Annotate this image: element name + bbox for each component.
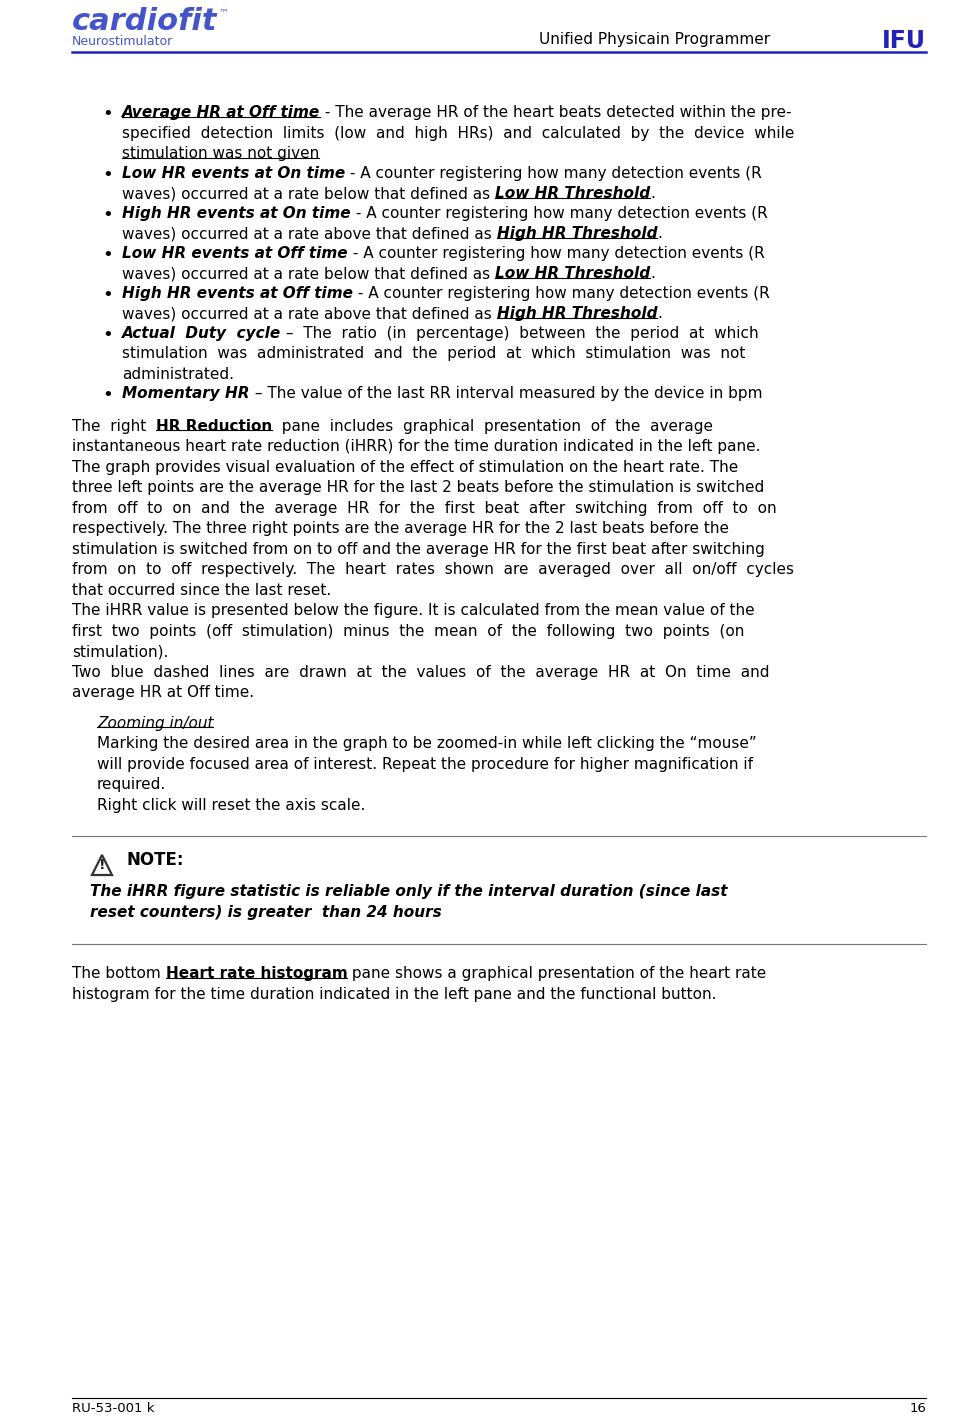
Text: .: .: [651, 186, 655, 201]
Text: that occurred since the last reset.: that occurred since the last reset.: [72, 583, 331, 597]
Text: High HR events at Off time: High HR events at Off time: [122, 286, 353, 300]
Text: stimulation was not given: stimulation was not given: [122, 146, 319, 161]
Text: from  off  to  on  and  the  average  HR  for  the  first  beat  after  switchin: from off to on and the average HR for th…: [72, 500, 777, 516]
Text: waves) occurred at a rate below that defined as: waves) occurred at a rate below that def…: [122, 186, 495, 201]
Text: ™: ™: [218, 7, 228, 17]
Text: Low HR events at On time: Low HR events at On time: [122, 166, 346, 180]
Text: specified  detection  limits  (low  and  high  HRs)  and  calculated  by  the  d: specified detection limits (low and high…: [122, 126, 794, 140]
Text: High HR events at On time: High HR events at On time: [122, 206, 351, 220]
Text: - The average HR of the heart beats detected within the pre-: - The average HR of the heart beats dete…: [320, 106, 791, 120]
Text: Actual  Duty  cycle: Actual Duty cycle: [122, 326, 282, 340]
Text: The iHRR value is presented below the figure. It is calculated from the mean val: The iHRR value is presented below the fi…: [72, 603, 754, 618]
Text: •: •: [102, 386, 113, 404]
Text: •: •: [102, 166, 113, 184]
Text: stimulation is switched from on to off and the average HR for the first beat aft: stimulation is switched from on to off a…: [72, 541, 765, 557]
Text: IFU: IFU: [882, 29, 926, 53]
Text: - A counter registering how many detection events (R: - A counter registering how many detecti…: [348, 246, 764, 260]
Text: – The value of the last RR interval measured by the device in bpm: – The value of the last RR interval meas…: [250, 386, 762, 401]
Text: required.: required.: [97, 777, 166, 793]
Text: •: •: [102, 326, 113, 344]
Text: The  right: The right: [72, 418, 156, 434]
Text: histogram for the time duration indicated in the left pane and the functional bu: histogram for the time duration indicate…: [72, 987, 717, 1001]
Text: cardiofit: cardiofit: [72, 7, 218, 36]
Text: High HR Threshold: High HR Threshold: [496, 306, 657, 321]
Text: Right click will reset the axis scale.: Right click will reset the axis scale.: [97, 797, 365, 813]
Text: Average HR at Off time: Average HR at Off time: [122, 106, 320, 120]
Text: waves) occurred at a rate above that defined as: waves) occurred at a rate above that def…: [122, 306, 496, 321]
Text: reset counters) is greater  than 24 hours: reset counters) is greater than 24 hours: [90, 904, 442, 920]
Text: Heart rate histogram: Heart rate histogram: [166, 965, 348, 981]
Text: will provide focused area of interest. Repeat the procedure for higher magnifica: will provide focused area of interest. R…: [97, 757, 753, 771]
Text: Low HR Threshold: Low HR Threshold: [495, 186, 651, 201]
Text: •: •: [102, 246, 113, 264]
Text: from  on  to  off  respectively.  The  heart  rates  shown  are  averaged  over : from on to off respectively. The heart r…: [72, 563, 794, 577]
Text: first  two  points  (off  stimulation)  minus  the  mean  of  the  following  tw: first two points (off stimulation) minus…: [72, 624, 745, 638]
Text: average HR at Off time.: average HR at Off time.: [72, 685, 254, 700]
Text: !: !: [99, 858, 105, 871]
Text: Zooming in/out: Zooming in/out: [97, 715, 214, 731]
Text: Momentary HR: Momentary HR: [122, 386, 250, 401]
Text: - A counter registering how many detection events (R: - A counter registering how many detecti…: [351, 206, 767, 220]
Text: NOTE:: NOTE:: [127, 851, 184, 870]
Text: respectively. The three right points are the average HR for the 2 last beats bef: respectively. The three right points are…: [72, 521, 729, 536]
Text: High HR Threshold: High HR Threshold: [496, 226, 657, 241]
Text: - A counter registering how many detection events (R: - A counter registering how many detecti…: [353, 286, 770, 300]
Text: HR Reduction: HR Reduction: [156, 418, 272, 434]
Text: administrated.: administrated.: [122, 367, 234, 381]
Text: .: .: [651, 266, 655, 281]
Text: instantaneous heart rate reduction (iHRR) for the time duration indicated in the: instantaneous heart rate reduction (iHRR…: [72, 438, 760, 454]
Text: The bottom: The bottom: [72, 965, 166, 981]
Text: The iHRR figure statistic is reliable only if the interval duration (since last: The iHRR figure statistic is reliable on…: [90, 884, 727, 900]
Text: Low HR events at Off time: Low HR events at Off time: [122, 246, 348, 260]
Text: - A counter registering how many detection events (R: - A counter registering how many detecti…: [346, 166, 762, 180]
Text: Neurostimulator: Neurostimulator: [72, 36, 173, 49]
Text: –  The  ratio  (in  percentage)  between  the  period  at  which: – The ratio (in percentage) between the …: [282, 326, 759, 340]
Text: RU-53-001 k: RU-53-001 k: [72, 1402, 154, 1415]
Text: waves) occurred at a rate below that defined as: waves) occurred at a rate below that def…: [122, 266, 495, 281]
Text: •: •: [102, 286, 113, 304]
Text: stimulation  was  administrated  and  the  period  at  which  stimulation  was  : stimulation was administrated and the pe…: [122, 346, 746, 361]
Text: The graph provides visual evaluation of the effect of stimulation on the heart r: The graph provides visual evaluation of …: [72, 460, 738, 474]
Text: .: .: [657, 226, 662, 241]
Text: stimulation).: stimulation).: [72, 644, 168, 658]
Text: Low HR Threshold: Low HR Threshold: [495, 266, 651, 281]
Text: Two  blue  dashed  lines  are  drawn  at  the  values  of  the  average  HR  at : Two blue dashed lines are drawn at the v…: [72, 664, 769, 680]
Text: 16: 16: [909, 1402, 926, 1415]
Text: pane  includes  graphical  presentation  of  the  average: pane includes graphical presentation of …: [272, 418, 714, 434]
Text: •: •: [102, 206, 113, 224]
Text: Marking the desired area in the graph to be zoomed-in while left clicking the “m: Marking the desired area in the graph to…: [97, 735, 756, 751]
Text: pane shows a graphical presentation of the heart rate: pane shows a graphical presentation of t…: [348, 965, 767, 981]
Text: three left points are the average HR for the last 2 beats before the stimulation: three left points are the average HR for…: [72, 480, 764, 496]
Text: •: •: [102, 106, 113, 123]
Text: Unified Physicain Programmer: Unified Physicain Programmer: [539, 31, 770, 47]
Text: waves) occurred at a rate above that defined as: waves) occurred at a rate above that def…: [122, 226, 496, 241]
Text: .: .: [657, 306, 662, 321]
